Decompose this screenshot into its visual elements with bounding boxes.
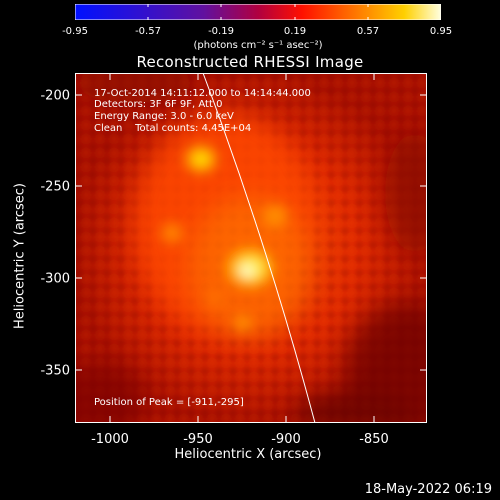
y-tick-label: -300 <box>40 271 70 287</box>
rhessi-image <box>75 73 427 423</box>
counts-annotation: Clean Total counts: 4.45E+04 <box>94 123 252 134</box>
colorbar-tick-label: -0.95 <box>62 26 88 37</box>
plot-title: Reconstructed RHESSI Image <box>136 53 364 71</box>
y-tick-label: -200 <box>40 88 70 104</box>
x-tick-label: -950 <box>183 432 213 447</box>
x-tick-label: -900 <box>271 432 301 447</box>
x-tick-label: -1000 <box>91 432 129 447</box>
x-tick-label: -850 <box>359 432 389 447</box>
y-tick-label: -350 <box>40 363 70 379</box>
colorbar-tick-label: 0.95 <box>429 26 453 37</box>
y-axis-label: Heliocentric Y (arcsec) <box>12 183 28 329</box>
colorbar-unit-label: (photons cm⁻² s⁻¹ asec⁻²) <box>193 40 323 51</box>
colorbar-tick-label: 0.57 <box>356 26 380 37</box>
time-range-annotation: 17-Oct-2014 14:11:12.000 to 14:14:44.000 <box>94 88 311 99</box>
peak-position-annotation: Position of Peak = [-911,-295] <box>94 397 244 408</box>
y-tick-label: -250 <box>40 179 70 195</box>
colorbar <box>75 4 441 20</box>
colorbar-tick-label: 0.19 <box>283 26 307 37</box>
plot-timestamp: 18-May-2022 06:19 <box>364 482 492 497</box>
energy-range-annotation: Energy Range: 3.0 - 6.0 keV <box>94 111 234 122</box>
colorbar-tick-label: -0.19 <box>208 26 234 37</box>
colorbar-tick-label: -0.57 <box>135 26 161 37</box>
detectors-annotation: Detectors: 3F 6F 9F, Att 0 <box>94 99 223 110</box>
x-axis-label: Heliocentric X (arcsec) <box>174 447 322 462</box>
